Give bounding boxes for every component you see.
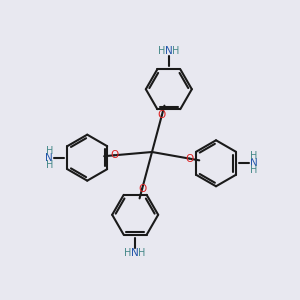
Text: N: N xyxy=(131,248,139,258)
Text: O: O xyxy=(110,150,118,160)
Text: O: O xyxy=(138,184,146,194)
Text: H: H xyxy=(250,165,258,175)
Text: H: H xyxy=(250,151,258,161)
Text: H: H xyxy=(139,248,146,258)
Text: H: H xyxy=(46,146,53,156)
Text: H: H xyxy=(172,46,179,56)
Text: N: N xyxy=(165,46,173,56)
Text: N: N xyxy=(250,158,258,168)
Text: H: H xyxy=(158,46,166,56)
Text: N: N xyxy=(45,153,53,163)
Text: O: O xyxy=(185,154,194,164)
Text: H: H xyxy=(124,248,132,258)
Text: O: O xyxy=(158,110,166,120)
Text: H: H xyxy=(46,160,53,170)
